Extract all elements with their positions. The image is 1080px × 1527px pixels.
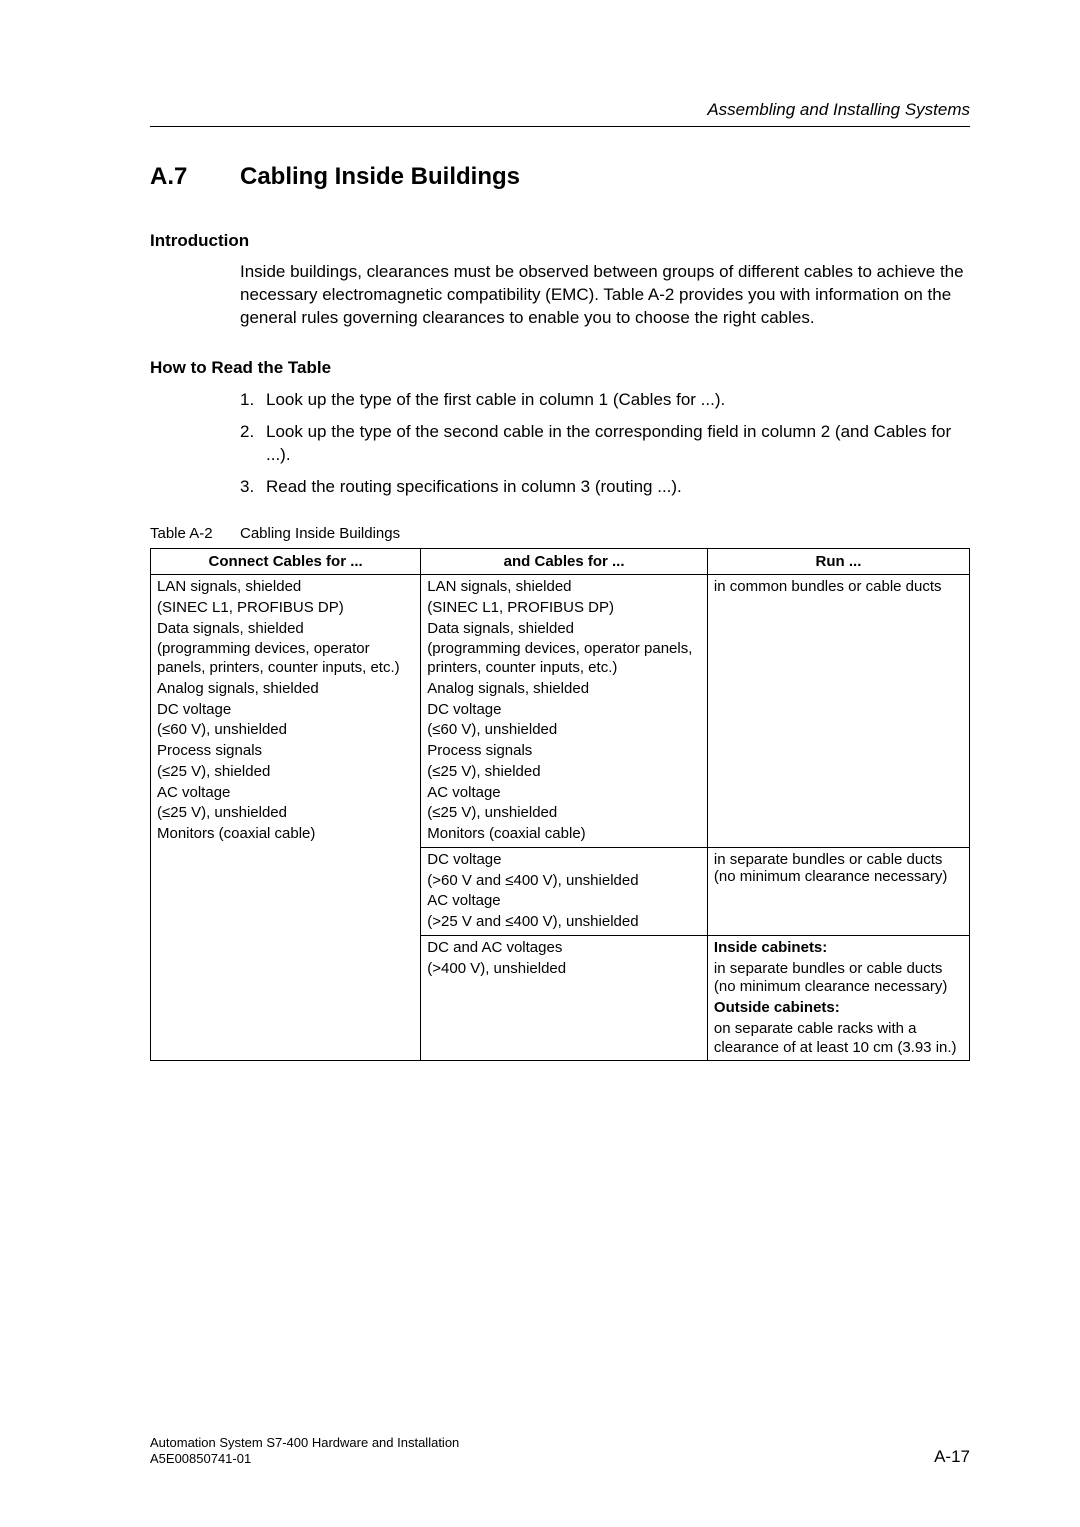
footer-line2: A5E00850741-01 — [150, 1451, 970, 1467]
list-item: 3.Read the routing specifications in col… — [240, 475, 970, 499]
table-cell: in separate bundles or cable ducts (no m… — [707, 847, 969, 935]
cell-line: LAN signals, shielded — [157, 578, 414, 597]
howto-heading: How to Read the Table — [150, 358, 970, 378]
cell-line: (≤25 V), shielded — [157, 763, 414, 782]
table-cell: in common bundles or cable ducts — [707, 575, 969, 848]
table-header: Connect Cables for ... — [151, 549, 421, 575]
cell-line: (≤60 V), unshielded — [427, 721, 701, 740]
section-heading-text: Cabling Inside Buildings — [240, 163, 520, 190]
cell-line: (>25 V and ≤400 V), unshielded — [427, 913, 701, 932]
table-caption: Table A-2Cabling Inside Buildings — [150, 525, 970, 542]
cell-line: (SINEC L1, PROFIBUS DP) — [157, 599, 414, 618]
cell-line: Monitors (coaxial cable) — [157, 825, 414, 844]
list-text: Look up the type of the first cable in c… — [266, 388, 725, 412]
list-number: 2. — [240, 420, 266, 468]
intro-heading: Introduction — [150, 231, 970, 251]
table-cell: LAN signals, shielded (SINEC L1, PROFIBU… — [421, 575, 708, 848]
cell-line: Monitors (coaxial cable) — [427, 825, 701, 844]
list-item: 2.Look up the type of the second cable i… — [240, 420, 970, 468]
list-number: 3. — [240, 475, 266, 499]
list-number: 1. — [240, 388, 266, 412]
table-caption-prefix: Table A-2 — [150, 525, 240, 542]
table-caption-text: Cabling Inside Buildings — [240, 525, 400, 542]
cell-line: AC voltage — [157, 784, 414, 803]
cell-line: AC voltage — [427, 892, 701, 911]
cell-line: AC voltage — [427, 784, 701, 803]
table-header: Run ... — [707, 549, 969, 575]
cell-line: Analog signals, shielded — [427, 680, 701, 699]
page-footer: Automation System S7-400 Hardware and In… — [150, 1435, 970, 1468]
list-text: Look up the type of the second cable in … — [266, 420, 970, 468]
cell-line: DC voltage — [427, 851, 701, 870]
running-header: Assembling and Installing Systems — [150, 100, 970, 127]
section-number: A.7 — [150, 163, 240, 191]
cell-heading: Inside cabinets: — [714, 939, 963, 958]
cell-line: (programming devices, operator panels, p… — [157, 640, 414, 678]
list-text: Read the routing specifications in colum… — [266, 475, 682, 499]
table-header: and Cables for ... — [421, 549, 708, 575]
howto-list: 1.Look up the type of the first cable in… — [240, 388, 970, 499]
cell-line: (programming devices, operator panels, p… — [427, 640, 701, 678]
table-header-row: Connect Cables for ... and Cables for ..… — [151, 549, 970, 575]
cell-line: Analog signals, shielded — [157, 680, 414, 699]
cell-line: in separate bundles or cable ducts (no m… — [714, 960, 963, 998]
cell-line: DC and AC voltages — [427, 939, 701, 958]
page-number: A-17 — [934, 1446, 970, 1467]
table-cell: LAN signals, shielded (SINEC L1, PROFIBU… — [151, 575, 421, 1061]
cell-line: LAN signals, shielded — [427, 578, 701, 597]
cell-line: (>60 V and ≤400 V), unshielded — [427, 872, 701, 891]
section-title: A.7Cabling Inside Buildings — [150, 163, 970, 191]
cell-line: (SINEC L1, PROFIBUS DP) — [427, 599, 701, 618]
cell-line: Data signals, shielded — [427, 620, 701, 639]
table-cell: DC and AC voltages (>400 V), unshielded — [421, 935, 708, 1061]
cell-line: Process signals — [157, 742, 414, 761]
table-cell: DC voltage (>60 V and ≤400 V), unshielde… — [421, 847, 708, 935]
table-row: LAN signals, shielded (SINEC L1, PROFIBU… — [151, 575, 970, 848]
cell-line: (≤25 V), shielded — [427, 763, 701, 782]
cell-line: DC voltage — [427, 701, 701, 720]
cell-line: (≤60 V), unshielded — [157, 721, 414, 740]
cell-line: on separate cable racks with a clearance… — [714, 1020, 963, 1058]
cabling-table: Connect Cables for ... and Cables for ..… — [150, 548, 970, 1061]
cell-line: (≤25 V), unshielded — [157, 804, 414, 823]
list-item: 1.Look up the type of the first cable in… — [240, 388, 970, 412]
table-cell: Inside cabinets: in separate bundles or … — [707, 935, 969, 1061]
cell-line: (≤25 V), unshielded — [427, 804, 701, 823]
intro-text: Inside buildings, clearances must be obs… — [240, 261, 970, 330]
cell-line: Data signals, shielded — [157, 620, 414, 639]
cell-line: (>400 V), unshielded — [427, 960, 701, 979]
cell-heading: Outside cabinets: — [714, 999, 963, 1018]
footer-line1: Automation System S7-400 Hardware and In… — [150, 1435, 970, 1451]
cell-line: Process signals — [427, 742, 701, 761]
cell-line: DC voltage — [157, 701, 414, 720]
